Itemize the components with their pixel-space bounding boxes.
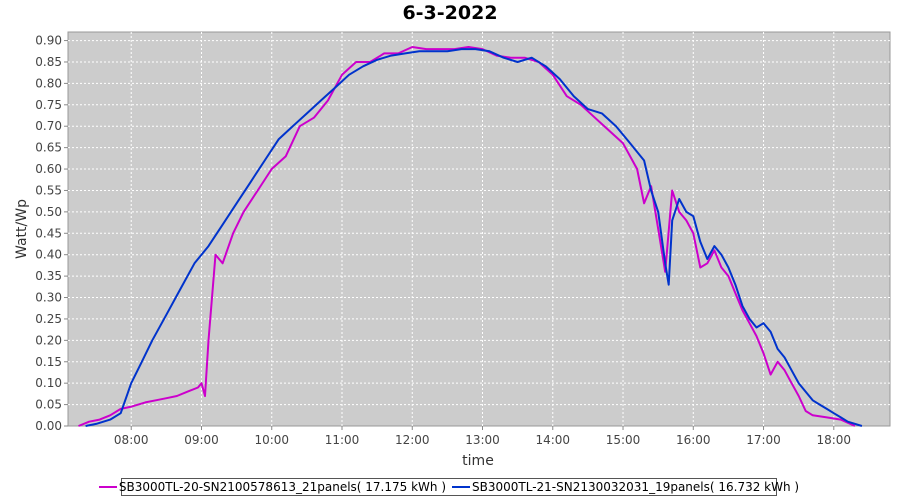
- chart-title: 6-3-2022: [402, 2, 498, 24]
- y-tick-label: 0.20: [35, 333, 62, 347]
- y-tick-label: 0.35: [35, 269, 62, 283]
- y-tick-label: 0.65: [35, 141, 62, 155]
- y-tick-label: 0.90: [35, 34, 62, 48]
- y-tick-label: 0.80: [35, 76, 62, 90]
- x-tick-label: 10:00: [254, 433, 289, 447]
- plot-area: [67, 31, 891, 427]
- y-tick-label: 0.30: [35, 291, 62, 305]
- x-tick-label: 09:00: [184, 433, 219, 447]
- legend: SB3000TL-20-SN2100578613_21panels( 17.17…: [98, 478, 799, 496]
- x-axis-label: time: [462, 453, 494, 469]
- series-line-2: [85, 48, 863, 427]
- x-tick-label: 14:00: [535, 433, 570, 447]
- y-tick-label: 0.40: [35, 248, 62, 262]
- y-tick-label: 0.05: [35, 398, 62, 412]
- x-tick-label: 12:00: [395, 433, 430, 447]
- y-axis-label: Watt/Wp: [14, 199, 30, 259]
- y-tick-label: 0.10: [35, 376, 62, 390]
- x-tick-label: 16:00: [676, 433, 711, 447]
- y-tick-label: 0.25: [35, 312, 62, 326]
- legend-label-series-1: SB3000TL-20-SN2100578613_21panels( 17.17…: [118, 480, 446, 494]
- y-tick-label: 0.45: [35, 226, 62, 240]
- x-tick-label: 17:00: [746, 433, 781, 447]
- x-tick-label: 11:00: [325, 433, 360, 447]
- x-tick-label: 08:00: [114, 433, 149, 447]
- legend-item-series-1: SB3000TL-20-SN2100578613_21panels( 17.17…: [98, 480, 446, 494]
- y-tick-label: 0.55: [35, 183, 62, 197]
- series-lines: [78, 46, 863, 427]
- y-tick-label: 0.85: [35, 55, 62, 69]
- x-tick-label: 13:00: [465, 433, 500, 447]
- x-tick-label: 15:00: [606, 433, 641, 447]
- grid-lines: [68, 32, 890, 426]
- y-axis-ticks: 0.00 0.05 0.10 0.15 0.20 0.25 0.30 0.35 0.40 0.45…: [35, 34, 68, 433]
- y-tick-label: 0.50: [35, 205, 62, 219]
- legend-item-series-2: SB3000TL-21-SN2130032031_19panels( 16.73…: [452, 480, 799, 494]
- y-tick-label: 0.75: [35, 98, 62, 112]
- y-tick-label: 0.00: [35, 419, 62, 433]
- legend-swatch-series-2: [452, 486, 470, 488]
- y-tick-label: 0.70: [35, 119, 62, 133]
- x-tick-label: 18:00: [816, 433, 851, 447]
- y-tick-label: 0.60: [35, 162, 62, 176]
- x-axis-ticks: 08:00 09:00 10:00 11:00 12:00 13:00 14:00 15:00…: [114, 426, 851, 447]
- legend-label-series-2: SB3000TL-21-SN2130032031_19panels( 16.73…: [472, 480, 800, 494]
- series-line-1: [78, 46, 856, 427]
- legend-swatch-series-1: [98, 486, 117, 488]
- y-tick-label: 0.15: [35, 355, 62, 369]
